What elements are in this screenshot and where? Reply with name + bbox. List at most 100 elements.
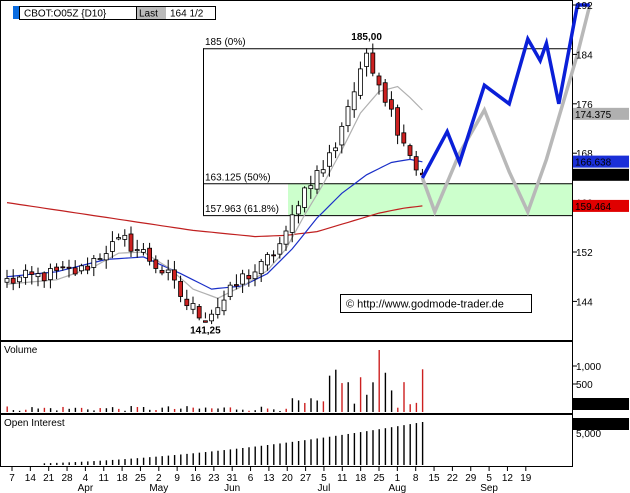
volume-bar bbox=[297, 400, 300, 412]
volume-bar bbox=[223, 407, 225, 412]
x-month-label: May bbox=[149, 483, 168, 493]
volume-bar bbox=[80, 407, 83, 412]
candle-body bbox=[209, 313, 215, 322]
oi-current-label: 6,086 bbox=[576, 420, 601, 431]
oi-bar bbox=[105, 460, 108, 465]
x-tick-label: 14 bbox=[25, 473, 37, 484]
candle-body bbox=[339, 125, 345, 146]
y-tick-label: 144 bbox=[576, 297, 593, 308]
candle-body bbox=[364, 52, 370, 67]
volume-bar bbox=[390, 390, 393, 412]
oi-bar bbox=[353, 433, 356, 465]
x-tick-label: 31 bbox=[227, 473, 239, 484]
x-tick-label: 6 bbox=[248, 473, 254, 484]
oi-bar bbox=[266, 445, 269, 465]
copyright-text: © http://www.godmode-trader.de bbox=[346, 299, 504, 311]
volume-bar bbox=[12, 410, 15, 412]
header-last-label: Last bbox=[139, 9, 158, 20]
oi-bar bbox=[390, 427, 393, 465]
candle-body bbox=[29, 271, 35, 275]
price-label-box bbox=[573, 107, 629, 120]
oi-bar bbox=[316, 438, 318, 465]
oi-bar bbox=[223, 450, 225, 465]
candle-body bbox=[314, 170, 320, 190]
oi-bar bbox=[155, 456, 157, 465]
candle-body bbox=[351, 91, 357, 111]
oi-bar bbox=[211, 451, 213, 465]
volume-bar bbox=[18, 410, 21, 412]
candle-body bbox=[116, 237, 121, 240]
volume-bar bbox=[43, 407, 46, 412]
x-tick-label: 16 bbox=[190, 473, 202, 484]
oi-bar bbox=[415, 423, 418, 465]
fib-label: 185 (0%) bbox=[205, 37, 246, 48]
candle-body bbox=[190, 303, 196, 310]
oi-bar bbox=[87, 461, 89, 465]
y-tick-label: 184 bbox=[576, 50, 593, 61]
candle-body bbox=[122, 234, 128, 240]
candle-body bbox=[401, 132, 407, 144]
price-label-box bbox=[573, 155, 629, 168]
volume-bar bbox=[68, 408, 70, 412]
oi-bar bbox=[341, 434, 343, 465]
x-tick-label: 27 bbox=[300, 473, 312, 484]
volume-bar bbox=[248, 410, 250, 412]
oi-bar bbox=[130, 458, 132, 465]
candle-body bbox=[221, 299, 227, 312]
candle-body bbox=[252, 271, 258, 280]
oi-bar bbox=[192, 453, 194, 465]
x-tick-label: 25 bbox=[373, 473, 385, 484]
candle-body bbox=[271, 254, 277, 257]
x-tick-label: 4 bbox=[83, 473, 89, 484]
oi-bar bbox=[149, 457, 151, 465]
volume-bar bbox=[192, 407, 194, 412]
candle-body bbox=[413, 156, 419, 171]
candle-body bbox=[165, 269, 171, 274]
candle-body bbox=[264, 254, 270, 266]
oi-bar bbox=[347, 433, 349, 465]
oi-bar bbox=[273, 444, 275, 465]
volume-bar bbox=[74, 407, 77, 412]
oi-current-box bbox=[573, 418, 629, 430]
x-tick-label: 28 bbox=[61, 473, 73, 484]
candle-body bbox=[153, 259, 159, 269]
volume-bar bbox=[25, 409, 27, 412]
candle-body bbox=[376, 75, 382, 86]
x-month-label: Apr bbox=[78, 483, 94, 493]
fib-label: 163.125 (50%) bbox=[205, 172, 271, 183]
volume-bar bbox=[229, 407, 232, 412]
vol-current-box bbox=[573, 398, 629, 410]
vol-tick-label: 500 bbox=[576, 380, 593, 391]
volume-bar bbox=[353, 403, 356, 412]
oi-bar bbox=[56, 462, 58, 465]
volume-bar bbox=[372, 382, 374, 412]
volume-bar bbox=[378, 350, 380, 412]
vol-tick-label: 1,000 bbox=[576, 362, 601, 373]
oi-bar bbox=[118, 459, 120, 465]
volume-bar bbox=[56, 410, 58, 412]
x-tick-label: 13 bbox=[263, 473, 275, 484]
ma-mid-line bbox=[6, 158, 423, 290]
fib-label: 157.963 (61.8%) bbox=[205, 204, 279, 215]
candle-body bbox=[4, 278, 10, 283]
oi-bar bbox=[74, 462, 77, 465]
candle-body bbox=[227, 284, 233, 297]
volume-bar bbox=[136, 407, 139, 412]
volume-bar bbox=[198, 408, 201, 412]
volume-bar bbox=[266, 408, 269, 412]
candle-body bbox=[295, 205, 301, 215]
volume-bar bbox=[161, 407, 163, 412]
x-tick-label: 22 bbox=[447, 473, 459, 484]
candle-body bbox=[258, 261, 264, 275]
x-tick-label: 5 bbox=[321, 473, 327, 484]
candle-body bbox=[240, 273, 246, 285]
y-tick-label: 152 bbox=[576, 248, 593, 259]
oi-bar bbox=[111, 459, 114, 465]
ma-slow-line bbox=[6, 202, 423, 238]
candle-body bbox=[60, 266, 66, 269]
volume-bar bbox=[99, 408, 101, 412]
low-annotation: 141,25 bbox=[190, 325, 221, 336]
projection-blue-line bbox=[420, 3, 590, 179]
oi-bar bbox=[99, 460, 101, 465]
